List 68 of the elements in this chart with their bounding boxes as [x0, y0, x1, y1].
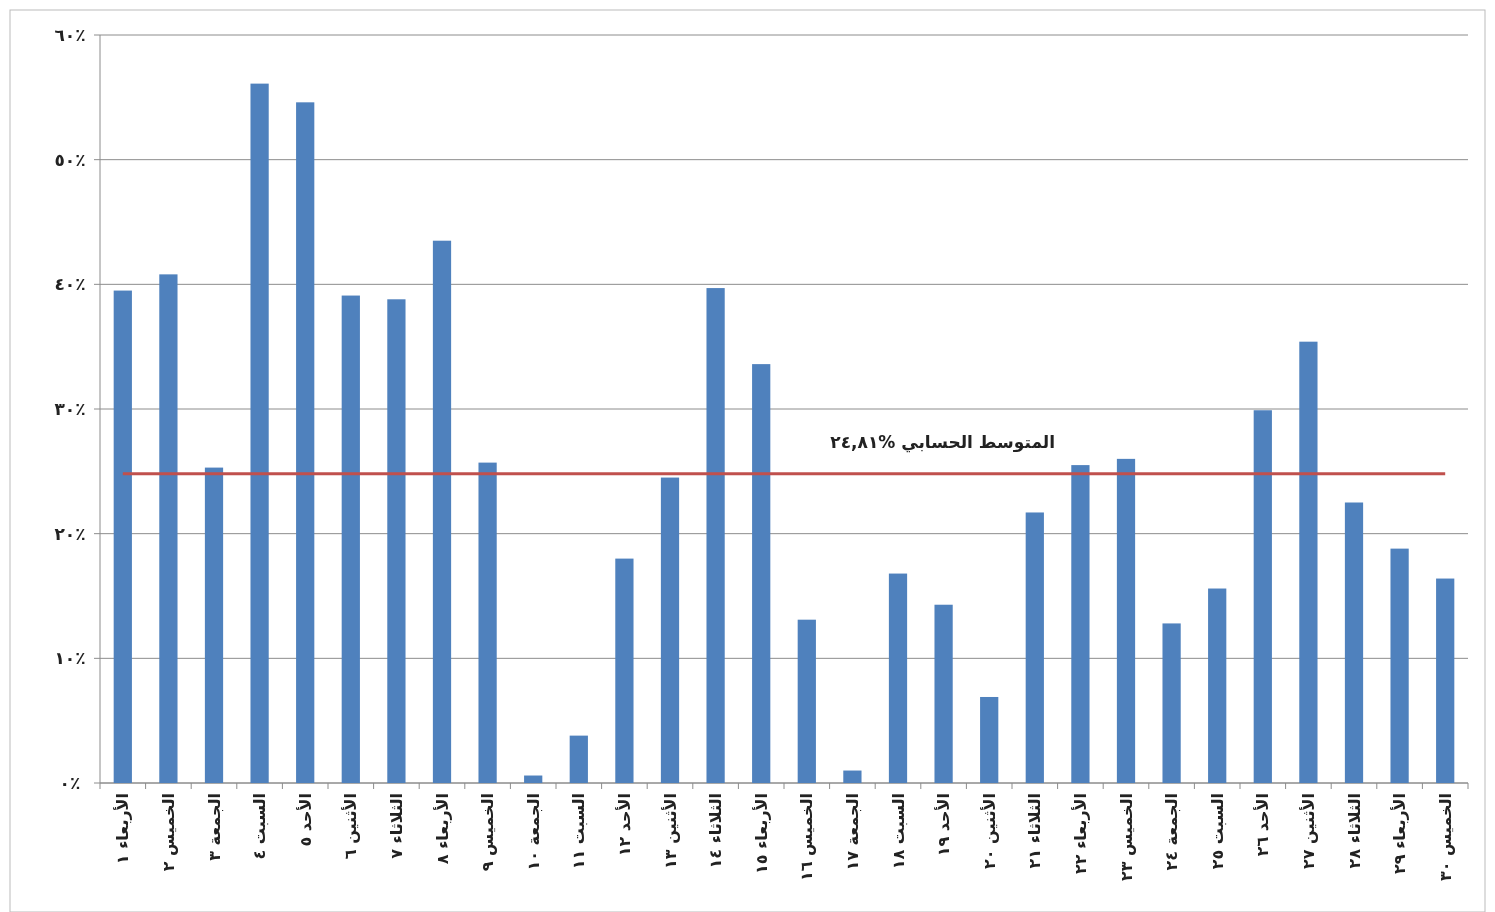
x-tick-label: الأثنين ٢٠ — [979, 793, 999, 869]
bar — [752, 364, 771, 783]
y-tick-label: ٤٠٪ — [54, 274, 86, 295]
x-tick-label: الأحد ٥ — [295, 793, 315, 847]
x-tick-label: الأثنين ١٣ — [660, 793, 680, 869]
bar — [980, 696, 999, 783]
x-tick-label: الأثنين ٢٧ — [1298, 793, 1318, 869]
x-tick-label: الأربعاء ١٥ — [751, 793, 771, 874]
bar — [1436, 578, 1455, 783]
x-tick-label: السبت ٢٥ — [1207, 793, 1227, 870]
x-tick-label: السبت ٤ — [250, 793, 270, 860]
x-tick-label: الأربعاء ٢٩ — [1390, 793, 1410, 874]
x-tick-label: الجمعة ٢٤ — [1162, 793, 1182, 871]
x-tick-label: الخميس ٢٣ — [1116, 793, 1136, 881]
x-tick-label: الخميس ٢ — [158, 793, 178, 872]
x-tick-label: الثلاثاء ٢١ — [1025, 793, 1045, 869]
x-tick-label: الثلاثاء ١٤ — [706, 793, 726, 869]
x-tick-label: السبت ١٨ — [888, 793, 908, 870]
x-tick-label: الجمعة ٣ — [204, 793, 224, 861]
y-tick-label: ٦٠٪ — [54, 25, 86, 45]
bar — [1162, 623, 1181, 783]
bar — [660, 477, 680, 783]
x-tick-label: الأثنين ٦ — [341, 793, 361, 860]
x-tick-label: الأحد ١٩ — [934, 793, 954, 857]
ref-line-label: المتوسط الحسابي %٢٤,٨١ — [830, 431, 1055, 453]
bar — [1071, 465, 1090, 783]
bar — [615, 558, 634, 783]
bar — [1344, 502, 1364, 783]
y-tick-label: ٢٠٪ — [54, 523, 86, 544]
x-tick-label: الأربعاء ٢٢ — [1070, 793, 1090, 874]
bar — [1208, 588, 1227, 783]
x-tick-label: الأربعاء ١ — [113, 793, 133, 865]
bar — [1253, 410, 1272, 783]
bar — [432, 240, 452, 783]
x-tick-label: الأحد ٢٦ — [1253, 793, 1273, 857]
x-tick-label: الأربعاء ٨ — [432, 793, 452, 865]
bar — [934, 604, 953, 783]
bar — [843, 770, 862, 783]
bar — [797, 619, 816, 783]
bar — [524, 775, 543, 783]
y-tick-label: ٣٠٪ — [54, 399, 86, 419]
x-tick-label: الخميس ٣٠ — [1435, 793, 1455, 881]
y-tick-label: ١٠٪ — [54, 648, 86, 669]
bar — [250, 83, 269, 783]
x-tick-label: الخميس ١٦ — [797, 793, 817, 881]
y-tick-label: ٠٪ — [59, 773, 81, 793]
bar — [387, 299, 406, 783]
bar — [1025, 512, 1044, 783]
bar — [888, 573, 908, 783]
bar — [113, 290, 132, 783]
x-tick-label: الأحد ١٢ — [614, 793, 634, 857]
bar — [478, 462, 497, 783]
x-tick-label: السبت ١١ — [569, 793, 589, 870]
bar — [1116, 458, 1136, 783]
bar — [341, 295, 360, 783]
x-tick-label: الثلاثاء ٧ — [386, 793, 406, 859]
bar — [1299, 341, 1318, 783]
bar — [706, 288, 725, 783]
bar — [296, 102, 315, 783]
bar — [159, 274, 178, 783]
x-tick-label: الثلاثاء ٢٨ — [1344, 793, 1364, 869]
y-tick-label: ٥٠٪ — [54, 149, 86, 170]
bar — [1390, 548, 1409, 783]
x-tick-label: الخميس ٩ — [478, 793, 498, 872]
bar — [569, 735, 588, 783]
bar — [204, 467, 224, 783]
x-tick-label: الجمعة ١٠ — [523, 793, 543, 871]
x-tick-label: الجمعة ١٧ — [842, 793, 862, 871]
